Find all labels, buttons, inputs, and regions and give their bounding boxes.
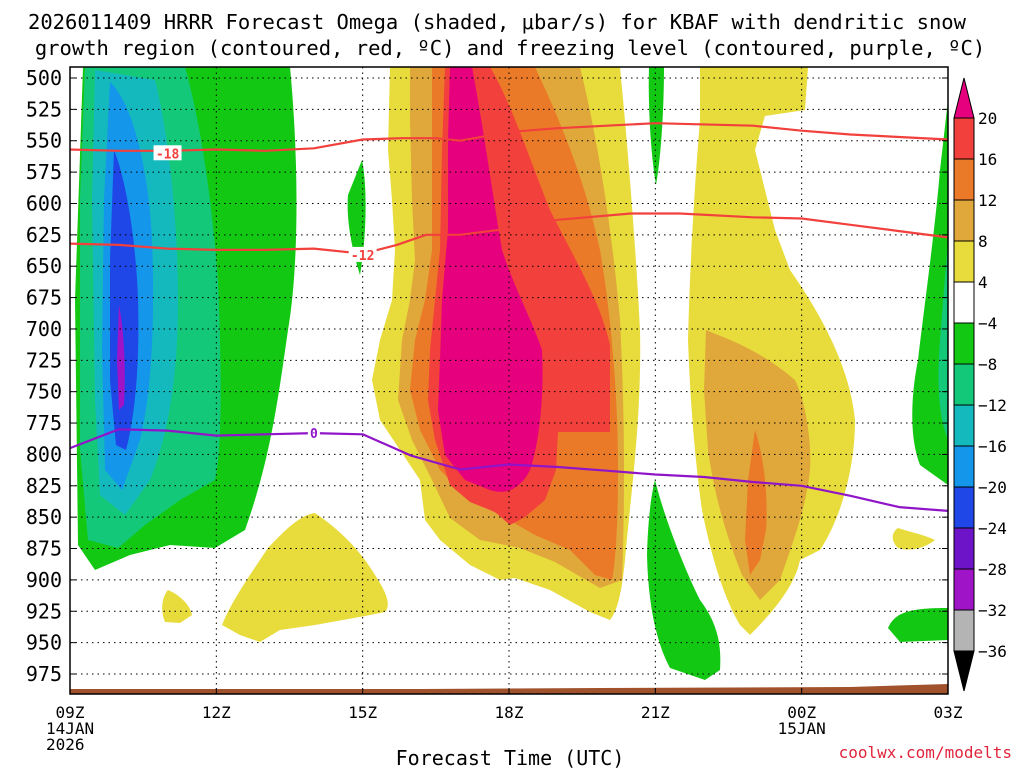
omega-fill-neg8-right	[938, 240, 948, 440]
colorbar-bin	[953, 568, 975, 611]
colorbar-top-arrow	[953, 77, 975, 119]
colorbar-bin	[953, 363, 975, 406]
grid-lines	[70, 67, 948, 694]
y-tick-label: 825	[26, 474, 62, 498]
y-tick-label: 500	[26, 66, 62, 90]
colorbar-tick-label: −36	[978, 642, 1007, 661]
colorbar-bin	[953, 404, 975, 447]
colorbar-tick-label: −12	[978, 396, 1007, 415]
y-tick-label: 525	[26, 97, 62, 121]
omega-fill-neg4-blob-b	[648, 67, 664, 185]
colorbar-tick-label: −8	[978, 355, 997, 374]
x-tick-label: 2026	[46, 735, 85, 754]
contour-lines: -18 -12 0	[69, 122, 949, 512]
omega-fill-neg4-band	[647, 480, 721, 680]
contour-label-bg	[307, 425, 320, 441]
colorbar-bin	[953, 609, 975, 652]
colorbar-tick-label: −20	[978, 478, 1007, 497]
y-tick-label: 750	[26, 380, 62, 404]
colorbar-tick-label: −24	[978, 519, 1007, 538]
y-tick-label: 950	[26, 631, 62, 655]
y-tick-label: 575	[26, 160, 62, 184]
axes: 500 525 550 575 600 625 650 675 700 725 750 775 800 8…	[26, 66, 963, 754]
y-tick-label: 875	[26, 537, 62, 561]
colorbar-tick-label: 8	[978, 232, 988, 251]
x-tick-label: 18Z	[495, 703, 524, 722]
omega-fill-pos4-small	[162, 590, 192, 623]
contour-label-bg	[348, 246, 377, 262]
colorbar-tick-label: 12	[978, 191, 997, 210]
y-tick-label: 725	[26, 348, 62, 372]
y-tick-label: 800	[26, 442, 62, 466]
y-tick-label: 900	[26, 568, 62, 592]
colorbar-tick-label: −32	[978, 601, 1007, 620]
colorbar-tick-label: 20	[978, 109, 997, 128]
colorbar-bin	[953, 527, 975, 570]
y-tick-label: 850	[26, 505, 62, 529]
omega-fill-neg4-blob-a	[347, 160, 366, 275]
colorbar-bin	[953, 117, 975, 160]
colorbar-bin	[953, 445, 975, 488]
colorbar-bin	[953, 240, 975, 283]
colorbar-bottom-arrow	[953, 650, 975, 692]
plot-frame	[69, 66, 949, 695]
omega-fill-neg28	[117, 305, 125, 410]
contour-label: 0	[310, 427, 318, 442]
chart-title-line2: growth region (contoured, red, ºC) and f…	[35, 36, 985, 60]
omega-fill-neg4-right-b	[888, 608, 948, 642]
colorbar-bin	[953, 199, 975, 242]
contour-label-bg	[153, 145, 182, 161]
contour-label: -18	[156, 147, 180, 162]
y-tick-label: 700	[26, 317, 62, 341]
y-tick-label: 625	[26, 223, 62, 247]
omega-fill-pos12-right	[745, 430, 767, 575]
x-tick-label: 15JAN	[778, 719, 826, 738]
omega-fill-neg20	[110, 150, 139, 450]
x-tick-label: 21Z	[641, 703, 670, 722]
chart-title-line1: 2026011409 HRRR Forecast Omega (shaded, …	[28, 10, 967, 34]
credit-text: coolwx.com/modelts	[839, 743, 1012, 762]
omega-fill-pos4-tiny	[892, 528, 935, 550]
x-axis-label: Forecast Time (UTC)	[396, 746, 625, 768]
colorbar-bin	[953, 486, 975, 529]
colorbar-tick-label: −4	[978, 314, 997, 333]
y-tick-label: 600	[26, 191, 62, 215]
contour-line-1	[69, 212, 949, 255]
colorbar-tick-label: −16	[978, 437, 1007, 456]
y-tick-label: 775	[26, 411, 62, 435]
colorbar-bin	[953, 158, 975, 201]
x-tick-label: 03Z	[934, 703, 963, 722]
omega-fill-pos4-low	[222, 513, 388, 642]
x-tick-label: 15Z	[348, 703, 377, 722]
y-tick-label: 650	[26, 254, 62, 278]
colorbar-tick-label: 16	[978, 150, 997, 169]
x-tick-label: 09Z	[56, 703, 85, 722]
x-tick-label: 12Z	[202, 703, 231, 722]
y-tick-label: 550	[26, 129, 62, 153]
colorbar-tick-label: −28	[978, 560, 1007, 579]
x-tick-label: 00Z	[787, 703, 816, 722]
colorbar-bin	[953, 281, 975, 324]
colorbar-bin	[953, 322, 975, 365]
contour-line-0	[69, 122, 949, 152]
contour-label: -12	[351, 249, 374, 264]
omega-fill-pos20-main	[438, 67, 543, 492]
y-tick-label: 975	[26, 662, 62, 686]
contour-line-2	[69, 428, 949, 512]
colorbar-tick-label: 4	[978, 273, 988, 292]
x-tick-label: 14JAN	[46, 719, 94, 738]
omega-shading	[75, 67, 948, 680]
colorbar: 20 16 12 8 4 −4 −8 −12 −16 −20 −24 −28 −32 −36	[953, 77, 1007, 692]
y-tick-label: 675	[26, 286, 62, 310]
y-tick-label: 925	[26, 599, 62, 623]
